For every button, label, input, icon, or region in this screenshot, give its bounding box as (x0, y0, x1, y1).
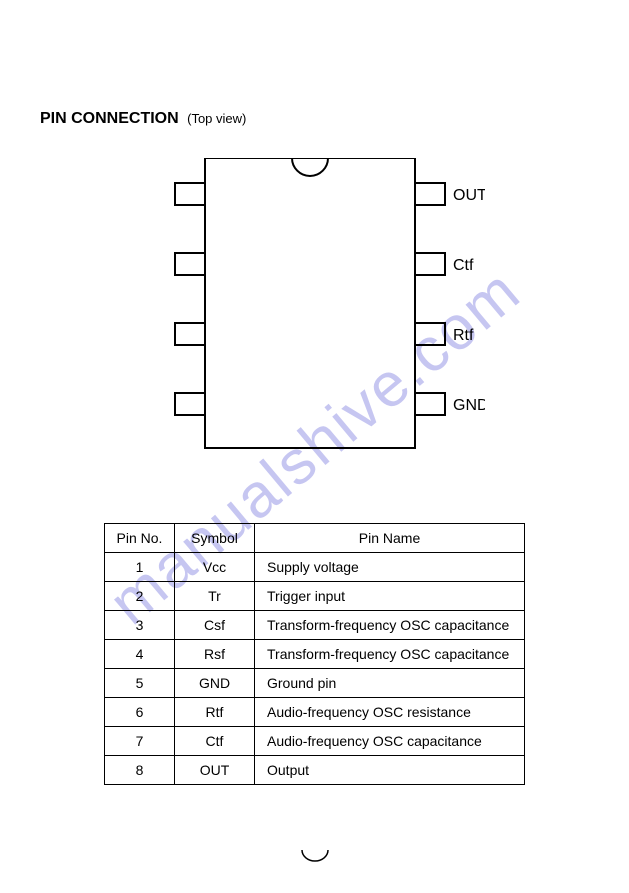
cell-no: 5 (105, 669, 175, 698)
chip-body (205, 158, 415, 448)
pin-left-2 (175, 253, 205, 275)
cell-sym: Rtf (175, 698, 255, 727)
pin-right-4 (415, 393, 445, 415)
pin-left-3 (175, 323, 205, 345)
cell-sym: Csf (175, 611, 255, 640)
cell-no: 8 (105, 756, 175, 785)
cell-sym: OUT (175, 756, 255, 785)
cell-sym: Vcc (175, 553, 255, 582)
cell-name: Transform-frequency OSC capacitance (255, 640, 525, 669)
cell-sym: Tr (175, 582, 255, 611)
cell-no: 2 (105, 582, 175, 611)
section-title: PIN CONNECTION (40, 110, 179, 127)
chip-notch (292, 158, 328, 176)
header-symbol: Symbol (175, 524, 255, 553)
cell-no: 6 (105, 698, 175, 727)
cell-name: Supply voltage (255, 553, 525, 582)
table-row: 4 Rsf Transform-frequency OSC capacitanc… (105, 640, 525, 669)
chip-svg: OUT Ctf Rtf GND (145, 158, 485, 458)
table-head: Pin No. Symbol Pin Name (105, 524, 525, 553)
pin-right-2 (415, 253, 445, 275)
cell-sym: Rsf (175, 640, 255, 669)
pin-right-3 (415, 323, 445, 345)
section-subtitle: (Top view) (187, 111, 246, 126)
cell-no: 3 (105, 611, 175, 640)
table-row: 1 Vcc Supply voltage (105, 553, 525, 582)
cell-name: Trigger input (255, 582, 525, 611)
header-pin-no: Pin No. (105, 524, 175, 553)
pin-label-rtf: Rtf (453, 327, 474, 344)
pin-label-ctf: Ctf (453, 257, 474, 274)
cell-no: 7 (105, 727, 175, 756)
table-row: 8 OUT Output (105, 756, 525, 785)
cell-name: Output (255, 756, 525, 785)
pin-left-1 (175, 183, 205, 205)
cell-sym: GND (175, 669, 255, 698)
pin-left-4 (175, 393, 205, 415)
table-header-row: Pin No. Symbol Pin Name (105, 524, 525, 553)
pin-label-gnd: GND (453, 397, 485, 414)
header-pin-name: Pin Name (255, 524, 525, 553)
title-row: PIN CONNECTION (Top view) (40, 110, 589, 128)
table-row: 3 Csf Transform-frequency OSC capacitanc… (105, 611, 525, 640)
table-row: 6 Rtf Audio-frequency OSC resistance (105, 698, 525, 727)
cell-sym: Ctf (175, 727, 255, 756)
table-row: 5 GND Ground pin (105, 669, 525, 698)
pin-label-out: OUT (453, 187, 485, 204)
table-row: 2 Tr Trigger input (105, 582, 525, 611)
cell-name: Audio-frequency OSC resistance (255, 698, 525, 727)
pin-right-1 (415, 183, 445, 205)
cell-name: Audio-frequency OSC capacitance (255, 727, 525, 756)
table-row: 7 Ctf Audio-frequency OSC capacitance (105, 727, 525, 756)
cell-name: Ground pin (255, 669, 525, 698)
pin-table: Pin No. Symbol Pin Name 1 Vcc Supply vol… (104, 523, 525, 785)
page-content: PIN CONNECTION (Top view) OUT Ctf Rtf GN… (0, 0, 629, 785)
footer-arc-icon (300, 848, 330, 863)
cell-no: 1 (105, 553, 175, 582)
table-body: 1 Vcc Supply voltage 2 Tr Trigger input … (105, 553, 525, 785)
cell-name: Transform-frequency OSC capacitance (255, 611, 525, 640)
chip-diagram: OUT Ctf Rtf GND (145, 158, 485, 463)
cell-no: 4 (105, 640, 175, 669)
